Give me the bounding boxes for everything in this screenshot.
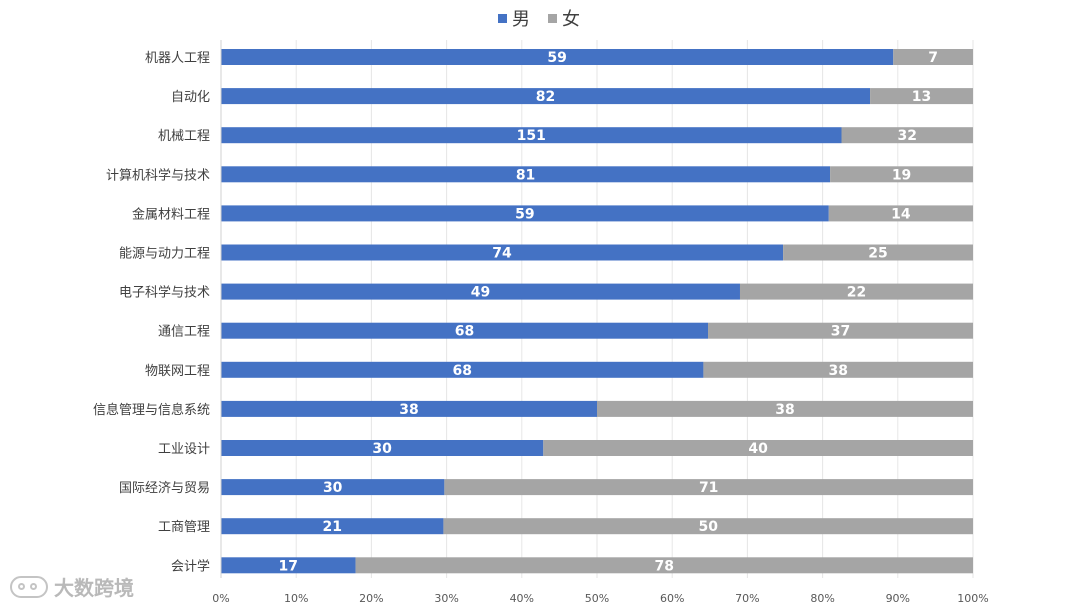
x-tick-label: 100% — [957, 592, 988, 605]
data-label-male: 59 — [547, 50, 566, 66]
bar-male — [221, 244, 784, 261]
category-label: 会计学 — [171, 558, 210, 574]
x-tick-label: 50% — [585, 592, 609, 605]
data-label-female: 14 — [891, 206, 911, 222]
data-label-male: 82 — [536, 89, 555, 105]
data-label-male: 21 — [322, 519, 341, 535]
bar-female — [444, 479, 973, 496]
data-label-male: 38 — [399, 402, 418, 418]
data-label-male: 151 — [517, 128, 546, 144]
x-tick-label: 30% — [434, 592, 458, 605]
bar-male — [221, 518, 444, 535]
category-label: 国际经济与贸易 — [119, 481, 210, 496]
x-tick-label: 20% — [359, 592, 383, 605]
legend-label: 男 — [512, 9, 530, 30]
data-label-male: 17 — [279, 558, 298, 574]
bar-male — [221, 166, 831, 183]
bar-male — [221, 361, 704, 378]
bar-female — [355, 557, 973, 574]
category-label: 工业设计 — [158, 442, 210, 457]
data-label-female: 71 — [699, 480, 718, 496]
data-label-female: 22 — [847, 285, 866, 301]
x-tick-label: 0% — [212, 592, 229, 605]
bar-female — [443, 518, 973, 535]
data-label-male: 59 — [515, 206, 534, 222]
bar-female — [739, 283, 973, 300]
bar-male — [221, 283, 740, 300]
data-label-male: 30 — [372, 441, 392, 457]
category-label: 工商管理 — [158, 520, 210, 535]
data-label-female: 38 — [828, 363, 847, 379]
data-label-female: 32 — [898, 128, 917, 144]
category-label: 自动化 — [171, 90, 210, 105]
x-tick-label: 80% — [810, 592, 834, 605]
category-label: 物联网工程 — [145, 364, 210, 379]
legend-swatch — [548, 14, 557, 23]
x-tick-label: 70% — [735, 592, 759, 605]
data-label-female: 13 — [912, 89, 931, 105]
bar-male — [221, 479, 445, 496]
category-label: 机器人工程 — [145, 51, 210, 66]
bar-male — [221, 440, 544, 456]
data-label-male: 81 — [516, 167, 535, 183]
bar-male — [221, 557, 356, 574]
data-label-female: 19 — [892, 167, 911, 183]
data-label-female: 7 — [928, 50, 938, 66]
data-label-female: 50 — [698, 519, 718, 535]
x-tick-label: 10% — [284, 592, 308, 605]
legend-swatch — [498, 14, 507, 23]
data-label-female: 40 — [748, 441, 768, 457]
category-label: 能源与动力工程 — [119, 247, 210, 262]
bar-male — [221, 205, 829, 222]
bar-male — [221, 88, 871, 105]
data-label-male: 30 — [323, 480, 343, 496]
bar-female — [841, 127, 973, 144]
data-label-male: 74 — [492, 246, 512, 262]
category-label: 机械工程 — [158, 129, 210, 144]
bar-male — [221, 322, 709, 339]
bar-female — [708, 322, 973, 339]
bar-female — [893, 49, 973, 65]
x-tick-label: 90% — [886, 592, 910, 605]
watermark-logo-icon — [10, 575, 48, 598]
bar-female — [870, 88, 973, 105]
bar-female — [597, 400, 973, 417]
bar-female — [703, 361, 973, 378]
data-label-female: 37 — [831, 324, 850, 340]
bar-male — [221, 127, 842, 144]
legend-label: 女 — [562, 9, 580, 30]
category-label: 计算机科学与技术 — [106, 167, 210, 183]
data-label-female: 25 — [868, 246, 887, 262]
bar-female — [828, 205, 973, 222]
category-label: 信息管理与信息系统 — [93, 402, 210, 418]
category-label: 金属材料工程 — [132, 206, 210, 222]
x-tick-label: 40% — [510, 592, 534, 605]
bar-female — [830, 166, 973, 183]
watermark: 大数跨境 — [10, 572, 134, 601]
x-tick-label: 60% — [660, 592, 684, 605]
watermark-text: 大数跨境 — [54, 576, 134, 600]
bar-female — [543, 440, 973, 456]
data-label-male: 49 — [471, 285, 490, 301]
data-label-female: 38 — [775, 402, 794, 418]
bar-female — [783, 244, 973, 261]
bar-male — [221, 400, 597, 417]
category-label: 通信工程 — [158, 325, 210, 340]
data-label-male: 68 — [452, 363, 471, 379]
category-label: 电子科学与技术 — [119, 285, 210, 301]
data-label-female: 78 — [655, 558, 674, 574]
data-label-male: 68 — [455, 324, 474, 340]
bar-male — [221, 49, 894, 65]
